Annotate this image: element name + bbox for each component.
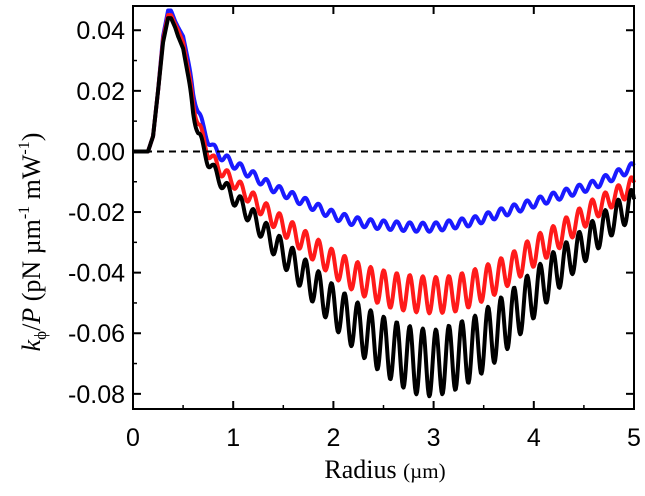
series-line-1	[131, 8, 636, 234]
x-tick-label: 4	[527, 424, 541, 452]
y-tick-label: -0.08	[68, 381, 125, 409]
y-tick-label: 0.02	[76, 78, 125, 106]
x-tick-label: 1	[226, 424, 240, 452]
y-tick-label: 0.04	[76, 17, 125, 45]
series-layer	[131, 8, 636, 399]
y-tick-label: -0.06	[68, 320, 125, 348]
tick-labels-layer: 0 1 2 3 4 5 0.04 0.02 0.00 -0.02 -0.04 -0.06 -0.08	[68, 17, 641, 452]
series-line-2	[131, 13, 636, 316]
y-axis-title: kϕ/P (pN µm-1 mW-1)	[16, 133, 50, 352]
plot-frame	[132, 5, 635, 410]
y-tick-label: -0.04	[68, 260, 125, 288]
x-axis-title: Radius (µm)	[324, 455, 445, 484]
x-tick-label: 3	[427, 424, 441, 452]
y-tick-label: -0.02	[68, 199, 125, 227]
x-tick-label: 5	[627, 424, 641, 452]
ticks-layer	[132, 6, 635, 409]
series-line-3	[131, 16, 636, 399]
y-tick-label: 0.00	[76, 138, 125, 166]
x-tick-label: 0	[126, 424, 140, 452]
x-tick-label: 2	[326, 424, 340, 452]
